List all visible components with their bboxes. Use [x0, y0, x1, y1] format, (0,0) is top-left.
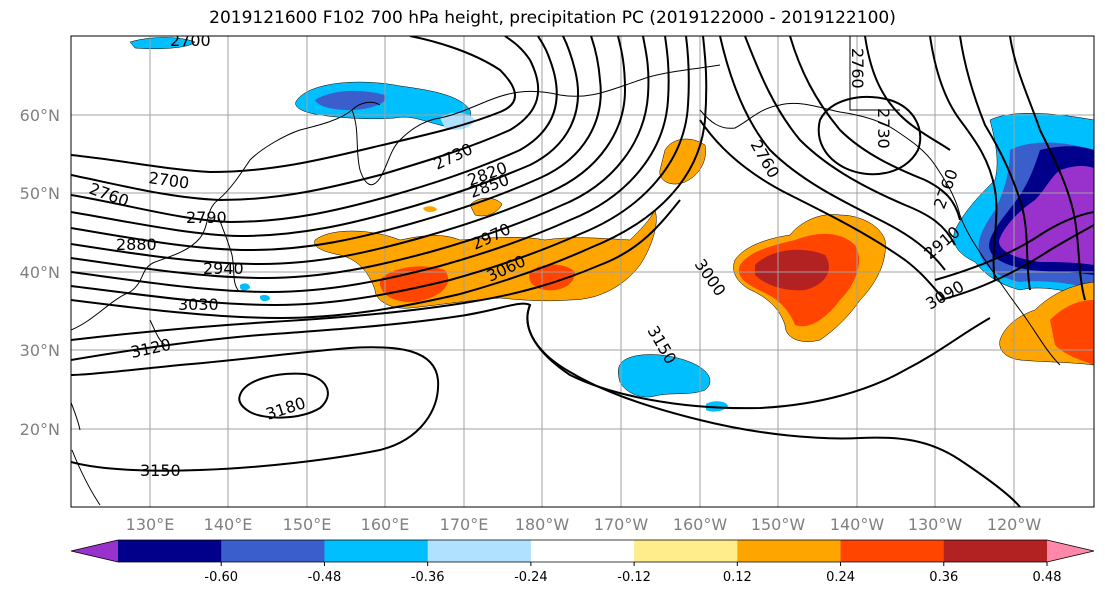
lat-label: 60°N [20, 106, 60, 125]
colorbar-segment [943, 540, 1048, 562]
colorbar-segment [324, 540, 429, 562]
colorbar-tick-label: -0.60 [204, 570, 238, 585]
colorbar-segment [634, 540, 738, 562]
longitude-axis: 130°E 140°E 150°E 160°E 170°E 180°W 170°… [126, 515, 1042, 534]
lon-label: 130°W [908, 515, 963, 534]
lon-label: 180°W [515, 515, 570, 534]
colorbar-tick-label: 0.24 [826, 570, 855, 585]
lon-label: 120°W [987, 515, 1042, 534]
colorbar-segment [530, 540, 635, 562]
precipitation-shading [129, 37, 1094, 412]
contour-label: 2790 [186, 208, 227, 227]
colorbar-segment [118, 540, 222, 562]
contour-label: 2760 [848, 48, 867, 89]
lat-label: 30°N [20, 341, 60, 360]
contour-label: 2880 [116, 235, 157, 254]
lat-label: 50°N [20, 184, 60, 203]
map-plot-area: 2700 2760 2700 2790 2880 2940 3030 3120 … [71, 31, 1094, 507]
lon-label: 130°E [126, 515, 175, 534]
colorbar-segment [221, 540, 325, 562]
colorbar-tick-label: 0.48 [1033, 570, 1062, 585]
contour-label: 3030 [178, 295, 219, 314]
contour-label: 3150 [140, 461, 181, 480]
colorbar-segment [737, 540, 842, 562]
colorbar-tick-label: -0.48 [308, 570, 342, 585]
lon-label: 140°E [204, 515, 253, 534]
latitude-axis: 60°N 50°N 40°N 30°N 20°N [20, 106, 60, 439]
lon-label: 150°W [751, 515, 806, 534]
lat-label: 20°N [20, 420, 60, 439]
colorbar-tick-label: -0.36 [411, 570, 445, 585]
colorbar-tick-label: 0.12 [723, 570, 752, 585]
colorbar-extend-low [71, 540, 118, 562]
contour-label: 2940 [203, 259, 244, 278]
lon-label: 170°E [440, 515, 489, 534]
lon-label: 160°W [673, 515, 728, 534]
colorbar-segment [840, 540, 945, 562]
map-title: 2019121600 F102 700 hPa height, precipit… [209, 8, 896, 28]
lon-label: 170°W [594, 515, 649, 534]
colorbar-segment [427, 540, 532, 562]
colorbar-extend-high [1047, 540, 1094, 562]
colorbar: -0.60 -0.48 -0.36 -0.24 -0.12 0.12 0.24 0.36 0.4… [70, 539, 1095, 585]
lon-label: 160°E [361, 515, 410, 534]
colorbar-tick-label: -0.24 [514, 570, 548, 585]
colorbar-tick-label: -0.12 [617, 570, 651, 585]
map-frame [70, 35, 1095, 508]
contour-label: 2730 [874, 108, 893, 149]
contour-label: 2700 [170, 31, 211, 50]
lon-label: 150°E [283, 515, 332, 534]
height-contours [71, 36, 1094, 507]
lon-label: 140°W [830, 515, 885, 534]
lat-label: 40°N [20, 263, 60, 282]
colorbar-tick-label: 0.36 [929, 570, 958, 585]
